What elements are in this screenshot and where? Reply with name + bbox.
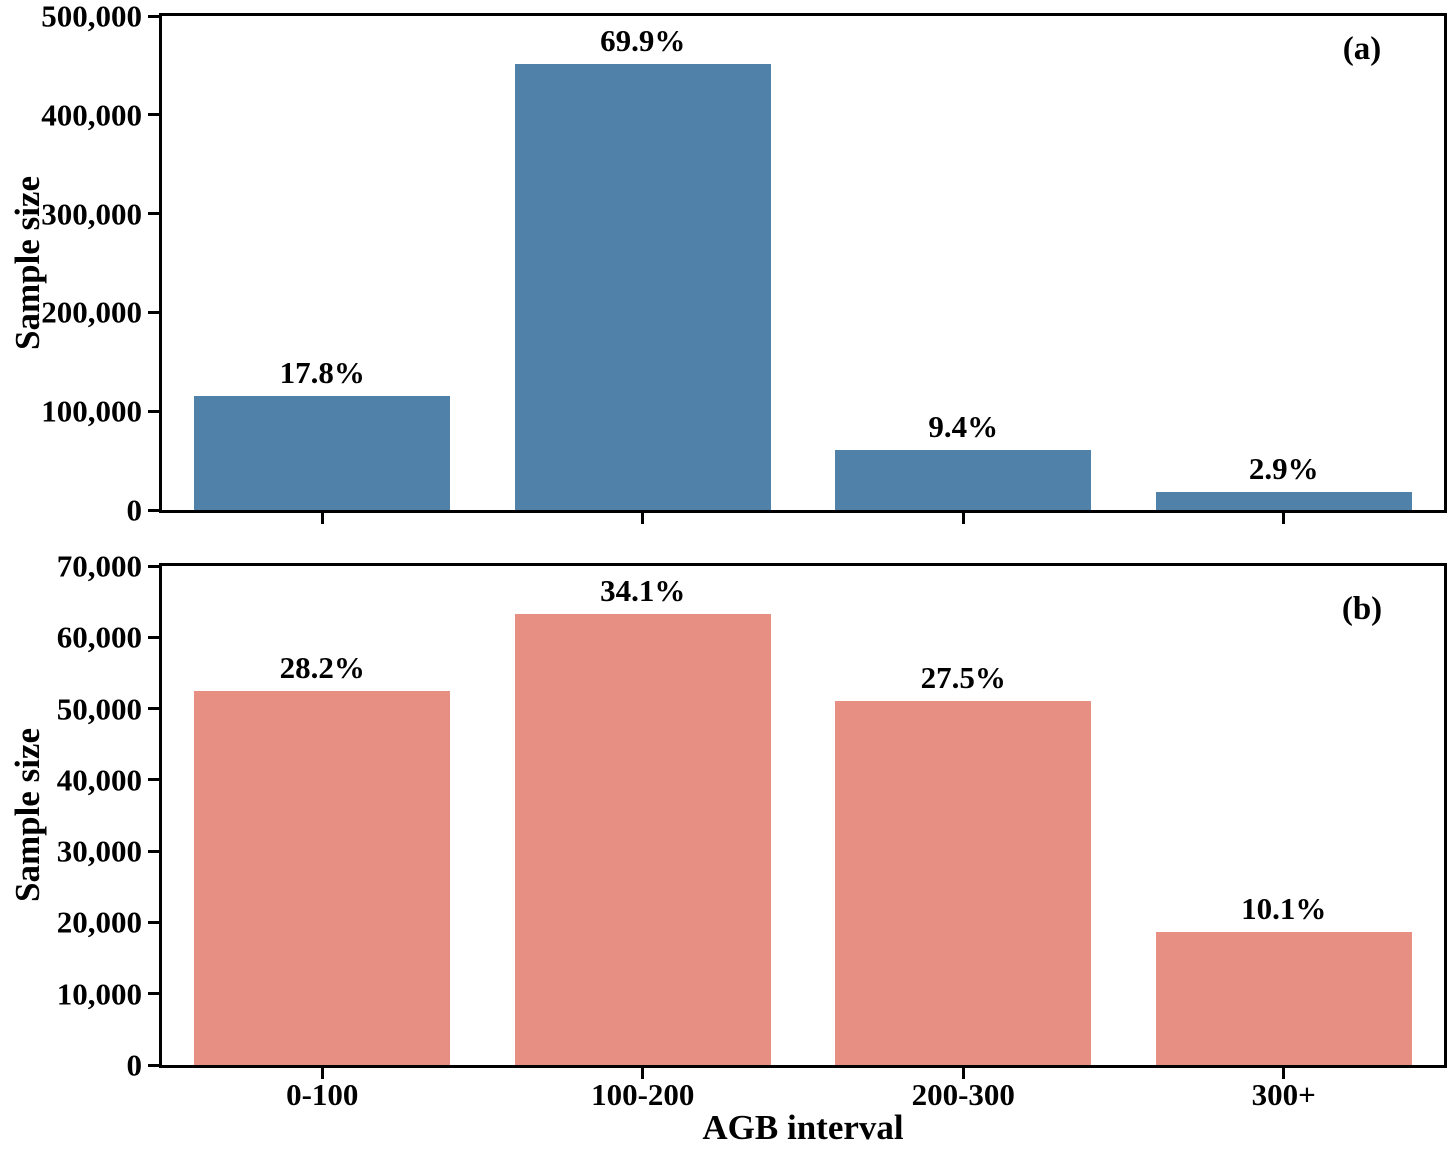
y-axis-tick-label: 30,000 xyxy=(56,833,142,869)
y-axis-tick xyxy=(148,707,159,711)
bar-percentage-label: 17.8% xyxy=(279,355,365,391)
bar-200-300 xyxy=(835,701,1092,1065)
bar-percentage-label: 34.1% xyxy=(600,573,686,609)
y-axis-tick xyxy=(148,14,159,18)
y-axis-tick xyxy=(148,113,159,117)
x-axis-tick xyxy=(1282,1068,1286,1079)
x-axis-tick xyxy=(320,1068,324,1079)
y-axis-tick-label: 40,000 xyxy=(56,762,142,798)
panel-a-y-axis-title-wrap: Sample size xyxy=(4,13,50,513)
bar-percentage-label: 28.2% xyxy=(279,650,365,686)
x-axis-tick xyxy=(961,1068,965,1079)
y-axis-tick-label: 20,000 xyxy=(56,904,142,940)
y-axis-tick-label: 0 xyxy=(126,492,143,528)
y-axis-tick-label: 10,000 xyxy=(56,976,142,1012)
bar-300+ xyxy=(1155,491,1412,510)
y-axis-tick xyxy=(148,564,159,568)
y-axis-tick xyxy=(148,849,159,853)
x-axis-tick-label: 0-100 xyxy=(286,1077,359,1112)
y-axis-tick-label: 70,000 xyxy=(56,548,142,584)
x-axis-tick xyxy=(961,513,965,524)
y-axis-tick-label: 50,000 xyxy=(56,691,142,727)
bar-percentage-label: 27.5% xyxy=(920,660,1006,696)
x-axis-tick xyxy=(641,513,645,524)
y-axis-tick xyxy=(148,310,159,314)
y-axis-tick xyxy=(148,920,159,924)
y-axis-tick-label: 500,000 xyxy=(41,0,142,34)
y-axis-tick xyxy=(148,1063,159,1067)
bar-100-200 xyxy=(514,63,771,510)
bar-percentage-label: 9.4% xyxy=(928,409,999,445)
bar-0-100 xyxy=(194,396,451,510)
y-axis-tick-label: 200,000 xyxy=(41,294,142,330)
bar-percentage-label: 69.9% xyxy=(600,22,686,58)
y-axis-tick xyxy=(148,409,159,413)
y-axis-tick xyxy=(148,635,159,639)
x-axis-tick xyxy=(641,1068,645,1079)
panel-a-plot-area: 0 100,000 200,000 300,000 400,000 500,000 17.8… xyxy=(41,1,1447,526)
bar-percentage-label: 2.9% xyxy=(1248,450,1319,486)
panel-b-y-axis-title: Sample size xyxy=(7,728,47,903)
y-axis-tick xyxy=(148,992,159,996)
bar-100-200 xyxy=(514,614,771,1065)
y-axis-tick-label: 60,000 xyxy=(56,619,142,655)
x-axis-tick xyxy=(1282,513,1286,524)
bar-0-100 xyxy=(194,691,451,1065)
y-axis-tick-label: 0 xyxy=(126,1047,143,1083)
x-axis-tick-label: 100-200 xyxy=(591,1077,695,1112)
y-axis-tick-label: 400,000 xyxy=(41,97,142,133)
panel-letter-label: (b) xyxy=(1341,591,1383,627)
panel-b-plot-area: 0 10,000 20,000 30,000 40,000 50,000 60,000 70,… xyxy=(57,551,1447,1110)
bar-percentage-label: 10.1% xyxy=(1241,890,1327,926)
x-axis-tick-label: 200-300 xyxy=(911,1077,1015,1112)
y-axis-tick xyxy=(148,212,159,216)
panel-letter-label: (a) xyxy=(1342,31,1382,67)
panel-a-y-axis-title: Sample size xyxy=(7,175,47,350)
y-axis-tick xyxy=(148,508,159,512)
y-axis-tick-label: 100,000 xyxy=(41,393,142,429)
x-axis-tick xyxy=(320,513,324,524)
x-axis-title: AGB interval xyxy=(702,1108,904,1147)
y-axis-tick-label: 300,000 xyxy=(41,196,142,232)
y-axis-tick xyxy=(148,778,159,782)
bar-300+ xyxy=(1155,931,1412,1065)
x-axis-tick-label: 300+ xyxy=(1251,1077,1316,1112)
bar-200-300 xyxy=(835,450,1092,510)
panel-b-y-axis-title-wrap: Sample size xyxy=(4,563,50,1068)
